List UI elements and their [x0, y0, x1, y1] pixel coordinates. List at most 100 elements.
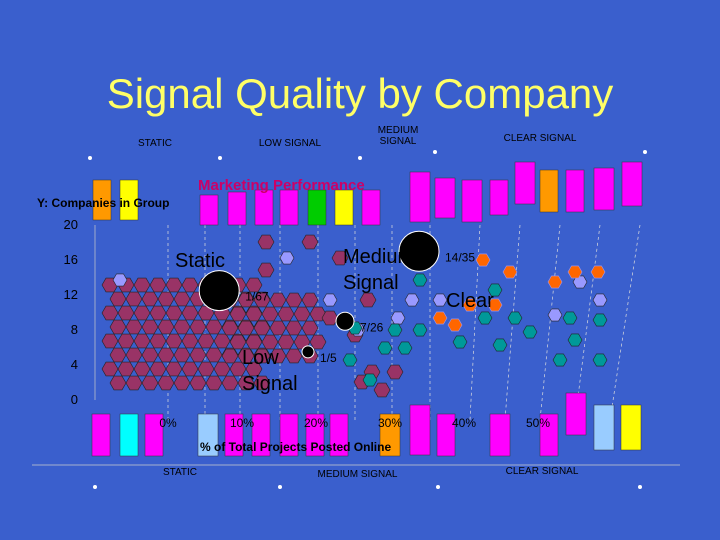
footer-medium-signal: MEDIUM SIGNAL — [317, 469, 398, 480]
bottom-color-bar — [279, 413, 299, 457]
hexagon-marker — [452, 335, 468, 349]
hexagon-marker — [293, 306, 311, 322]
hexagon-marker — [189, 347, 207, 363]
top-color-bar — [593, 167, 615, 211]
data-point-label: 1/5 — [320, 351, 337, 365]
y-tick-label: 0 — [71, 392, 78, 407]
x-tick-label: 50% — [526, 416, 550, 430]
hexagon-marker — [487, 283, 503, 297]
top-color-bar — [199, 194, 219, 226]
hexagon-marker — [189, 319, 207, 335]
hexagon-marker — [404, 293, 420, 307]
hexagon-marker — [141, 347, 159, 363]
region-static: Static — [175, 250, 226, 272]
x-tick-label: 30% — [378, 416, 402, 430]
hexagon-marker — [590, 265, 606, 279]
hexagon-marker — [522, 325, 538, 339]
x-tick-label: 0% — [159, 416, 177, 430]
hexagon-marker — [237, 348, 255, 364]
header-low-signal: LOW SIGNAL — [258, 138, 322, 149]
hexagon-marker — [359, 292, 377, 308]
top-color-bar — [334, 189, 354, 226]
hexagon-marker — [189, 375, 207, 391]
data-point-label: 7/26 — [360, 320, 384, 334]
hexagon-marker — [117, 305, 135, 321]
y-tick-label: 4 — [71, 357, 78, 372]
hexagon-marker — [165, 277, 183, 293]
hexagon-marker — [109, 291, 127, 307]
hexagon-marker — [412, 273, 428, 287]
hexagon-marker — [261, 306, 279, 322]
hexagon-marker — [149, 277, 167, 293]
hexagon-marker — [157, 347, 175, 363]
hexagon-marker — [117, 333, 135, 349]
top-color-bar — [514, 161, 536, 205]
top-color-bar — [539, 169, 559, 213]
hexagon-marker — [205, 347, 223, 363]
hexagon-marker — [390, 311, 406, 325]
data-point — [335, 311, 355, 331]
hexagon-marker — [285, 348, 303, 364]
hexagon-marker — [197, 361, 215, 377]
hexagon-marker — [321, 310, 339, 326]
hexagon-marker — [301, 320, 319, 336]
bottom-color-bar — [305, 413, 325, 457]
hexagon-marker — [173, 347, 191, 363]
header-clear-signal: CLEAR SIGNAL — [503, 133, 577, 144]
hexagon-marker — [397, 341, 413, 355]
bullet-dot — [218, 156, 222, 160]
data-point — [398, 230, 440, 272]
header-static: STATIC — [137, 138, 173, 149]
top-color-bar — [92, 179, 112, 221]
hexagon-marker — [592, 293, 608, 307]
hexagon-marker — [386, 364, 404, 380]
hexagon-marker — [547, 275, 563, 289]
hexagon-marker — [157, 319, 175, 335]
hexagon-marker — [197, 333, 215, 349]
guide-line — [609, 224, 641, 421]
y-tick-label: 12 — [64, 287, 78, 302]
bottom-color-bar — [379, 413, 401, 457]
bottom-color-bar — [91, 413, 111, 457]
region-low-signal: Low Signal — [242, 347, 298, 395]
footer-static: STATIC — [162, 467, 198, 478]
hexagon-marker — [487, 298, 503, 312]
hexagon-marker — [149, 361, 167, 377]
hexagon-marker — [141, 319, 159, 335]
top-color-bar — [409, 171, 431, 223]
hexagon-marker — [257, 234, 275, 250]
y-tick-label: 8 — [71, 322, 78, 337]
hexagon-marker — [157, 375, 175, 391]
hexagon-marker — [165, 305, 183, 321]
bottom-color-bar — [119, 413, 139, 457]
bottom-color-bar — [224, 413, 244, 457]
hexagon-marker — [221, 375, 239, 391]
top-color-bar — [361, 189, 381, 226]
hexagon-marker — [269, 320, 287, 336]
bottom-color-bar — [539, 413, 559, 457]
hexagon-marker — [567, 333, 583, 347]
hexagon-marker — [507, 311, 523, 325]
bottom-color-bar — [620, 404, 642, 451]
top-color-bar — [307, 189, 327, 226]
hexagon-marker — [181, 333, 199, 349]
hexagon-marker — [377, 341, 393, 355]
bottom-color-bar — [409, 404, 431, 456]
hexagon-marker — [125, 347, 143, 363]
x-tick-label: 20% — [304, 416, 328, 430]
hexagon-marker — [173, 375, 191, 391]
hexagon-marker — [412, 323, 428, 337]
y-tick-label: 16 — [64, 252, 78, 267]
bottom-color-bar — [251, 413, 271, 457]
hexagon-marker — [109, 375, 127, 391]
hexagon-marker — [165, 333, 183, 349]
hexagon-marker — [285, 292, 303, 308]
hexagon-marker — [112, 273, 128, 287]
hexagon-marker — [592, 313, 608, 327]
hexagon-marker — [257, 262, 275, 278]
bullet-dot — [278, 485, 282, 489]
hexagon-marker — [133, 277, 151, 293]
hexagon-marker — [277, 306, 295, 322]
data-point-label: 14/35 — [445, 250, 475, 264]
